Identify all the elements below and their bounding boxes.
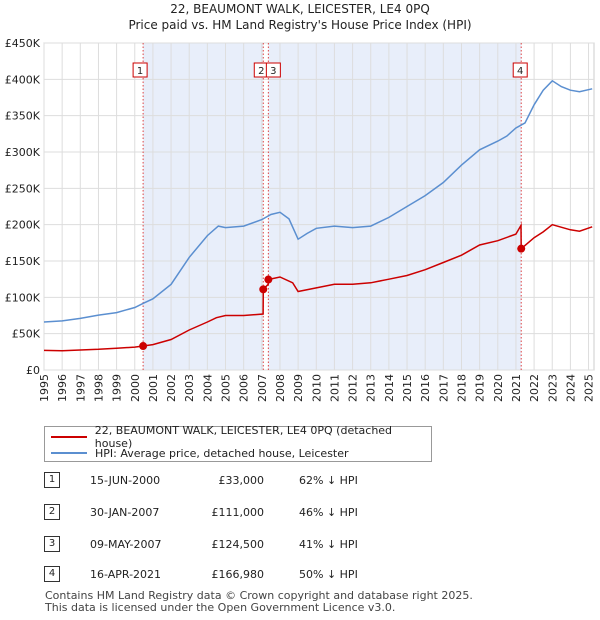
x-tick-label: 2021 <box>510 374 523 402</box>
x-tick-label: 2024 <box>564 374 577 402</box>
y-tick-label: £300K <box>5 146 41 159</box>
x-tick-label: 2005 <box>220 374 233 402</box>
sale-point <box>517 244 526 253</box>
sale-marker-label: 1 <box>137 66 143 77</box>
x-tick-label: 2013 <box>365 374 378 402</box>
x-tick-label: 2009 <box>292 374 305 402</box>
x-tick-label: 2023 <box>546 374 559 402</box>
x-tick-label: 2002 <box>165 374 178 402</box>
series-line-hpi <box>43 79 593 323</box>
table-row: 3 09-MAY-2007 £124,500 41% ↓ HPI <box>44 536 404 554</box>
sale-marker: 3 <box>265 62 281 78</box>
sale-hpi-diff: 62% ↓ HPI <box>299 474 358 487</box>
y-tick-label: £350K <box>5 110 41 123</box>
sale-price: £166,980 <box>211 568 265 581</box>
y-tick-label: £50K <box>12 328 41 341</box>
y-tick-label: £100K <box>5 291 41 304</box>
ownership-shade <box>143 43 264 370</box>
table-row: 1 15-JUN-2000 £33,000 62% ↓ HPI <box>44 472 404 490</box>
x-tick-label: 1995 <box>38 374 51 402</box>
y-tick-label: £150K <box>5 255 41 268</box>
x-tick-label: 2020 <box>492 374 505 402</box>
legend-label-hpi: HPI: Average price, detached house, Leic… <box>95 446 349 460</box>
sale-marker-box <box>512 62 528 78</box>
x-tick-label: 2000 <box>129 374 142 402</box>
chart-subtitle: Price paid vs. HM Land Registry's House … <box>128 18 471 32</box>
sale-marker-label: 4 <box>517 66 523 77</box>
x-tick-label: 2012 <box>347 374 360 402</box>
sale-date: 09-MAY-2007 <box>90 538 162 551</box>
x-tick-label: 2006 <box>238 374 251 402</box>
chart-legend: 22, BEAUMONT WALK, LEICESTER, LE4 0PQ (d… <box>44 424 432 462</box>
sale-point <box>139 342 148 351</box>
x-tick-label: 1999 <box>111 374 124 402</box>
x-tick-label: 2017 <box>437 374 450 402</box>
x-tick-label: 2003 <box>183 374 196 402</box>
chart-title: 22, BEAUMONT WALK, LEICESTER, LE4 0PQ <box>170 2 430 16</box>
price-chart: 22, BEAUMONT WALK, LEICESTER, LE4 0PQ Pr… <box>5 2 596 402</box>
y-tick-label: £200K <box>5 219 41 232</box>
x-tick-label: 2025 <box>583 374 596 402</box>
table-row: 2 30-JAN-2007 £111,000 46% ↓ HPI <box>44 504 404 522</box>
sale-hpi-diff: 46% ↓ HPI <box>299 506 358 519</box>
footer-attribution: Contains HM Land Registry data © Crown c… <box>45 590 473 614</box>
sale-hpi-diff: 50% ↓ HPI <box>299 568 358 581</box>
x-tick-label: 2010 <box>310 374 323 402</box>
x-tick-label: 2018 <box>455 374 468 402</box>
x-tick-label: 2014 <box>383 374 396 402</box>
sale-price: £124,500 <box>211 538 265 551</box>
x-tick-label: 2022 <box>528 374 541 402</box>
series-line-property <box>43 222 593 352</box>
y-tick-label: £450K <box>5 37 41 50</box>
x-tick-label: 2011 <box>328 374 341 402</box>
sale-point <box>264 275 273 284</box>
sale-date: 16-APR-2021 <box>90 568 162 581</box>
sale-price: £33,000 <box>218 474 265 487</box>
x-tick-label: 2008 <box>274 374 287 402</box>
x-tick-label: 2019 <box>474 374 487 402</box>
sale-date: 15-JUN-2000 <box>90 474 161 487</box>
y-tick-label: £250K <box>5 182 41 195</box>
sale-number-badge: 1 <box>44 472 60 488</box>
sale-number-badge: 2 <box>44 504 60 520</box>
legend-item-property: 22, BEAUMONT WALK, LEICESTER, LE4 0PQ (d… <box>51 424 431 450</box>
sale-point <box>259 285 268 294</box>
legend-swatch-property <box>51 436 87 438</box>
footer-line-licence: This data is licensed under the Open Gov… <box>45 601 396 614</box>
sale-marker-label: 3 <box>270 66 276 77</box>
sale-marker: 4 <box>512 62 528 78</box>
x-tick-label: 2015 <box>401 374 414 402</box>
x-tick-label: 2016 <box>419 374 432 402</box>
footer-line-copyright: Contains HM Land Registry data © Crown c… <box>45 589 473 602</box>
legend-label-property: 22, BEAUMONT WALK, LEICESTER, LE4 0PQ (d… <box>94 424 393 450</box>
sale-marker: 1 <box>132 62 148 78</box>
sale-number-badge: 3 <box>44 536 60 552</box>
x-tick-label: 1997 <box>74 374 87 402</box>
sale-date: 30-JAN-2007 <box>90 506 160 519</box>
sale-marker-label: 2 <box>258 66 264 77</box>
sale-marker-box <box>265 62 281 78</box>
legend-item-hpi: HPI: Average price, detached house, Leic… <box>51 445 349 461</box>
sale-number-badge: 4 <box>44 566 60 582</box>
ownership-shade <box>268 43 522 370</box>
sale-hpi-diff: 41% ↓ HPI <box>299 538 358 551</box>
y-tick-label: £400K <box>5 73 41 86</box>
x-tick-label: 2001 <box>147 374 160 402</box>
y-tick-label: £0 <box>26 364 40 377</box>
sale-price: £111,000 <box>211 506 265 519</box>
legend-swatch-hpi <box>51 452 87 454</box>
table-row: 4 16-APR-2021 £166,980 50% ↓ HPI <box>44 566 404 584</box>
x-tick-label: 2007 <box>256 374 269 402</box>
x-tick-label: 2004 <box>201 374 214 402</box>
sale-marker-box <box>132 62 148 78</box>
x-tick-label: 1998 <box>92 374 105 402</box>
x-tick-label: 1996 <box>56 374 69 402</box>
